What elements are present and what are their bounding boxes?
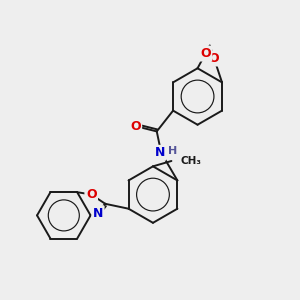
Text: H: H bbox=[168, 146, 177, 156]
Text: N: N bbox=[93, 207, 103, 220]
Text: O: O bbox=[200, 47, 211, 60]
Text: CH₃: CH₃ bbox=[181, 156, 202, 166]
Text: N: N bbox=[154, 146, 165, 159]
Text: O: O bbox=[86, 188, 97, 201]
Text: O: O bbox=[209, 52, 219, 65]
Text: O: O bbox=[130, 120, 141, 133]
